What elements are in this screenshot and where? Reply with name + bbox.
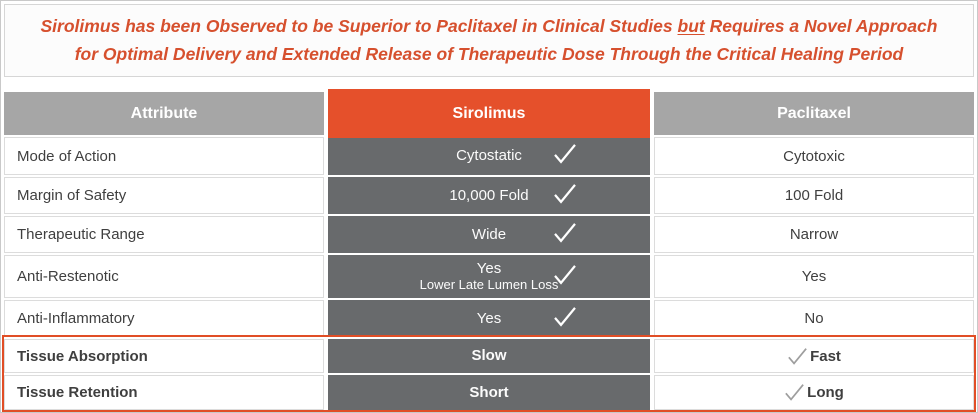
title-line1-post: Requires a Novel Approach [709,16,938,37]
sirolimus-value: Wide [471,225,507,243]
attribute-cell: Anti-Restenotic [4,255,324,298]
paclitaxel-value-cell: Narrow [654,216,974,253]
sirolimus-value-cell: Wide [328,216,650,253]
sirolimus-value-cell: Short [328,375,650,410]
paclitaxel-value: Cytotoxic [783,147,845,165]
header-cell-sirolimus: Sirolimus [328,89,650,138]
paclitaxel-value: Fast [810,347,841,365]
attribute-cell: Tissue Retention [4,375,324,410]
attribute-cell: Anti-Inflammatory [4,300,324,337]
attribute-cell: Mode of Action [4,137,324,175]
attribute-cell: Tissue Absorption [4,339,324,373]
sirolimus-value-cell: Slow [328,339,650,373]
sirolimus-value-cell: Cytostatic [328,137,650,175]
sirolimus-value-cell: Yes [328,300,650,337]
sirolimus-value: Slow [471,347,507,365]
paclitaxel-value-cell: Yes [654,255,974,298]
paclitaxel-value-cell: 100 Fold [654,177,974,214]
paclitaxel-value: No [804,310,824,327]
check-icon [787,347,808,366]
sirolimus-value-cell: Yes Lower Late Lumen Loss [328,255,650,298]
sirolimus-value: Cytostatic [456,147,522,165]
title-banner: Sirolimus has been Observed to be Superi… [4,4,974,77]
attribute-cell: Therapeutic Range [4,216,324,253]
paclitaxel-value: Long [807,384,844,401]
header-cell-paclitaxel: Paclitaxel [654,92,974,135]
check-icon [553,263,577,289]
paclitaxel-value: 100 Fold [784,187,844,204]
check-icon [784,383,805,402]
attribute-cell: Margin of Safety [4,177,324,214]
sirolimus-value-cell: 10,000 Fold [328,177,650,214]
sirolimus-subtext: Lower Late Lumen Loss [419,277,559,293]
check-icon [553,182,577,208]
check-icon [553,143,577,169]
slide-title: Sirolimus has been Observed to be Superi… [31,13,948,67]
sirolimus-value: Short [469,383,509,401]
paclitaxel-value-cell: Long [654,375,974,410]
check-icon [553,221,577,247]
title-emphasis-but: but [677,16,705,37]
check-icon [553,305,577,331]
header-cell-attribute: Attribute [4,92,324,135]
paclitaxel-value: Yes [801,268,827,285]
paclitaxel-value-cell: No [654,300,974,337]
comparison-table: Attribute Sirolimus Paclitaxel Mode of A… [2,89,976,412]
sirolimus-value: Yes [476,309,502,327]
paclitaxel-value: Narrow [789,226,839,243]
paclitaxel-value-cell: Cytotoxic [654,137,974,175]
title-line2: for Optimal Delivery and Extended Releas… [74,43,904,64]
paclitaxel-value-cell: Fast [654,339,974,373]
title-line1-pre: Sirolimus has been Observed to be Superi… [40,16,673,37]
sirolimus-value: 10,000 Fold [449,186,529,204]
sirolimus-value: Yes [476,259,502,277]
